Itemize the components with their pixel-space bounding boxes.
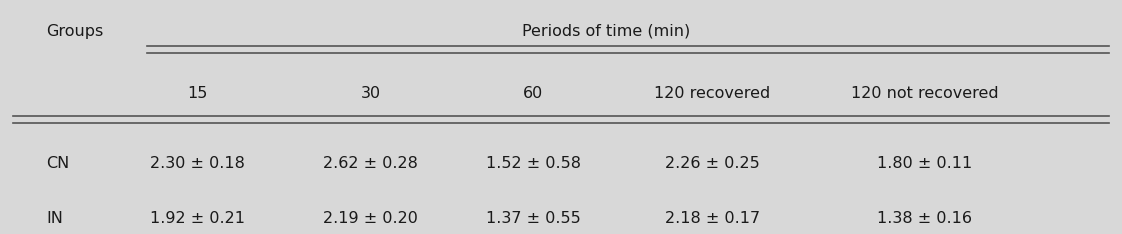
Text: 15: 15 (187, 86, 208, 101)
Text: CN: CN (46, 156, 70, 171)
Text: 2.26 ± 0.25: 2.26 ± 0.25 (664, 156, 760, 171)
Text: 120 not recovered: 120 not recovered (850, 86, 999, 101)
Text: 1.37 ± 0.55: 1.37 ± 0.55 (486, 211, 580, 226)
Text: 1.80 ± 0.11: 1.80 ± 0.11 (877, 156, 973, 171)
Text: 1.92 ± 0.21: 1.92 ± 0.21 (149, 211, 245, 226)
Text: 1.38 ± 0.16: 1.38 ± 0.16 (877, 211, 973, 226)
Text: IN: IN (46, 211, 63, 226)
Text: 120 recovered: 120 recovered (654, 86, 770, 101)
Text: 2.30 ± 0.18: 2.30 ± 0.18 (150, 156, 245, 171)
Text: Groups: Groups (46, 24, 103, 39)
Text: 1.52 ± 0.58: 1.52 ± 0.58 (486, 156, 580, 171)
Text: 2.18 ± 0.17: 2.18 ± 0.17 (664, 211, 760, 226)
Text: 2.62 ± 0.28: 2.62 ± 0.28 (323, 156, 419, 171)
Text: 30: 30 (360, 86, 380, 101)
Text: 2.19 ± 0.20: 2.19 ± 0.20 (323, 211, 419, 226)
Text: 60: 60 (523, 86, 543, 101)
Text: Periods of time (min): Periods of time (min) (522, 24, 690, 39)
